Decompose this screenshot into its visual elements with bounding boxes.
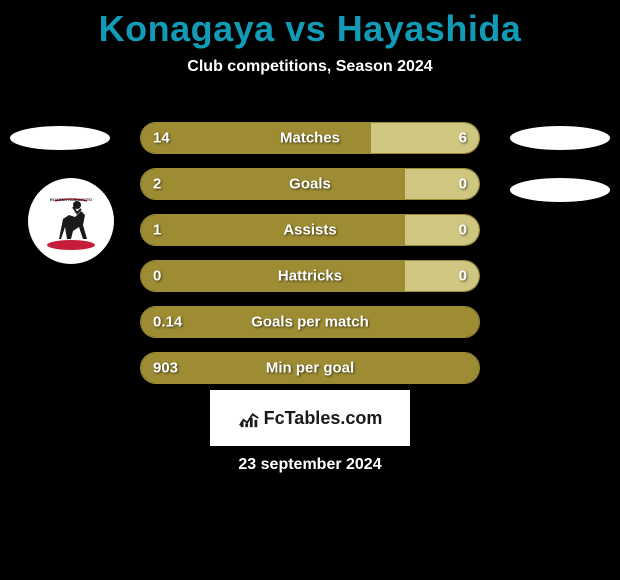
brand-box: FcTables.com: [210, 390, 410, 446]
horse-rider-icon: ROASSO KUMAMOTO: [41, 191, 101, 251]
stat-row: 1 0 Assists: [140, 214, 480, 246]
bar-left: [141, 169, 405, 199]
brand-text: FcTables.com: [264, 408, 383, 429]
stat-label: Assists: [283, 222, 336, 239]
stat-label: Matches: [280, 130, 340, 147]
stat-row: 2 0 Goals: [140, 168, 480, 200]
stat-value-left: 903: [153, 360, 178, 377]
stat-value-right: 6: [459, 130, 467, 147]
team-badge-right-placeholder-2: [510, 178, 610, 202]
team-badge-right-placeholder-1: [510, 126, 610, 150]
date-label: 23 september 2024: [238, 456, 381, 474]
stat-value-right: 0: [459, 176, 467, 193]
stat-value-left: 0: [153, 268, 161, 285]
stat-label: Hattricks: [278, 268, 342, 285]
team-logo-left: ROASSO KUMAMOTO: [28, 178, 114, 264]
stat-value-right: 0: [459, 268, 467, 285]
chart-icon: [238, 407, 260, 429]
bar-right: [405, 169, 479, 199]
bar-right: [405, 215, 479, 245]
brand-label: FcTables.com: [238, 407, 383, 429]
stat-label: Min per goal: [266, 360, 354, 377]
stat-row: 14 6 Matches: [140, 122, 480, 154]
stat-value-left: 0.14: [153, 314, 182, 331]
stat-label: Goals: [289, 176, 331, 193]
stat-value-left: 1: [153, 222, 161, 239]
stats-bars: 14 6 Matches 2 0 Goals 1 0 Assists 0 0 Hattricks 0.1…: [140, 122, 480, 398]
stat-label: Goals per match: [251, 314, 369, 331]
team-badge-left-placeholder: [10, 126, 110, 150]
stat-row: 0 0 Hattricks: [140, 260, 480, 292]
bar-right: [405, 261, 479, 291]
bar-left: [141, 261, 405, 291]
bar-left: [141, 215, 405, 245]
stat-row: 903 Min per goal: [140, 352, 480, 384]
svg-text:ROASSO KUMAMOTO: ROASSO KUMAMOTO: [50, 197, 92, 202]
page-title: Konagaya vs Hayashida: [0, 0, 620, 50]
stat-value-left: 14: [153, 130, 170, 147]
stat-row: 0.14 Goals per match: [140, 306, 480, 338]
page-subtitle: Club competitions, Season 2024: [0, 58, 620, 76]
stat-value-left: 2: [153, 176, 161, 193]
stat-value-right: 0: [459, 222, 467, 239]
